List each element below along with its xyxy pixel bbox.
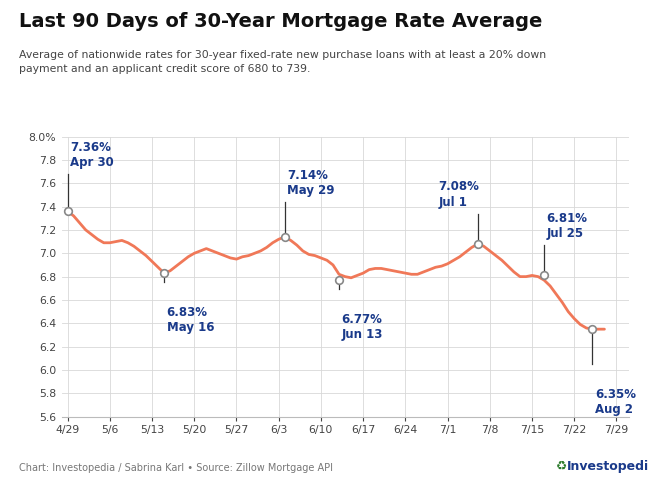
- Text: 7.14%
May 29: 7.14% May 29: [287, 169, 334, 197]
- Text: Average of nationwide rates for 30-year fixed-rate new purchase loans with at le: Average of nationwide rates for 30-year …: [19, 50, 546, 74]
- Text: Investopedia: Investopedia: [567, 460, 648, 473]
- Text: ♻: ♻: [556, 459, 567, 472]
- Text: Chart: Investopedia / Sabrina Karl • Source: Zillow Mortgage API: Chart: Investopedia / Sabrina Karl • Sou…: [19, 463, 334, 473]
- Text: Last 90 Days of 30-Year Mortgage Rate Average: Last 90 Days of 30-Year Mortgage Rate Av…: [19, 12, 543, 31]
- Text: 7.36%
Apr 30: 7.36% Apr 30: [70, 141, 114, 169]
- Text: 6.83%
May 16: 6.83% May 16: [167, 306, 214, 334]
- Text: 6.35%
Aug 2: 6.35% Aug 2: [595, 388, 636, 416]
- Text: 6.77%
Jun 13: 6.77% Jun 13: [341, 313, 383, 342]
- Text: 6.81%
Jul 25: 6.81% Jul 25: [546, 212, 588, 240]
- Text: 7.08%
Jul 1: 7.08% Jul 1: [439, 181, 480, 209]
